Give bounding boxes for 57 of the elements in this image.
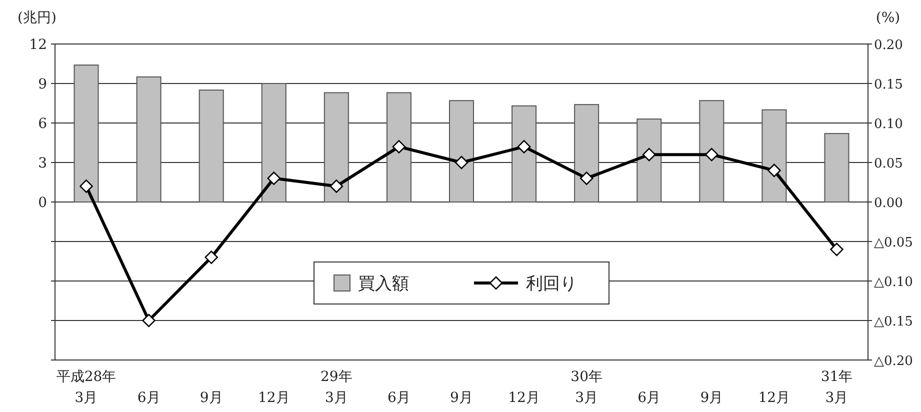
bar <box>699 100 724 202</box>
point <box>267 172 281 185</box>
bar <box>324 92 349 202</box>
y2-axis-title: (%) <box>876 10 900 26</box>
x-tick-label: 9月 <box>200 390 223 406</box>
y2-tick-label: 0.15 <box>874 78 903 92</box>
point <box>705 148 718 162</box>
bar <box>198 90 224 202</box>
y2-tick-label: △0.15 <box>874 314 913 330</box>
bar <box>74 64 99 202</box>
y2-tick-label: 0.00 <box>874 196 903 211</box>
x-tick-label: 29年 3月 <box>320 369 352 406</box>
bar <box>261 83 286 202</box>
point <box>330 180 344 193</box>
y-tick-label: 6 <box>38 116 48 132</box>
point <box>642 148 656 162</box>
y2-tick-label: 0.05 <box>874 156 903 172</box>
y2-tick-label: △0.20 <box>874 354 913 369</box>
bar <box>574 104 600 202</box>
y2-tick-label: △0.05 <box>874 236 913 250</box>
y-tick-label: 12 <box>29 37 47 53</box>
point <box>142 314 156 328</box>
point <box>830 242 844 256</box>
y-tick-label: 0 <box>38 195 47 211</box>
x-tick-label: 12月 <box>258 390 290 406</box>
y-axis-title: (兆円) <box>18 10 56 26</box>
point <box>768 164 781 178</box>
y-tick-label: 3 <box>38 156 47 172</box>
point <box>80 180 93 193</box>
bar <box>386 92 412 202</box>
y-tick-label: 9 <box>38 76 47 92</box>
x-tick-label: 6月 <box>388 390 410 406</box>
y2-tick-label: 0.10 <box>874 117 903 132</box>
point <box>580 172 594 185</box>
bar <box>136 76 162 202</box>
point <box>517 140 531 154</box>
legend-label: 利回り <box>526 274 577 294</box>
bar <box>449 100 474 202</box>
x-tick-label: 9月 <box>450 390 473 406</box>
x-tick-label: 9月 <box>700 390 724 406</box>
point <box>204 250 218 264</box>
y2-tick-label: 0.20 <box>874 38 903 53</box>
y2-tick-label: △0.10 <box>874 275 913 290</box>
bar <box>636 118 662 202</box>
x-tick-label: 30年 3月 <box>570 369 602 406</box>
x-tick-label: 6月 <box>638 390 661 406</box>
x-tick-label: 12月 <box>508 390 540 406</box>
bar <box>762 109 787 202</box>
x-tick-label: 6月 <box>137 390 160 406</box>
legend-label: 買入額 <box>358 274 409 294</box>
point <box>392 140 406 154</box>
bar <box>512 105 537 202</box>
x-tick-label: 12月 <box>758 390 790 406</box>
x-tick-label: 31年 3月 <box>820 369 853 406</box>
point <box>454 156 468 170</box>
bar <box>824 133 850 202</box>
x-tick-label: 平成28年 3月 <box>56 369 116 406</box>
